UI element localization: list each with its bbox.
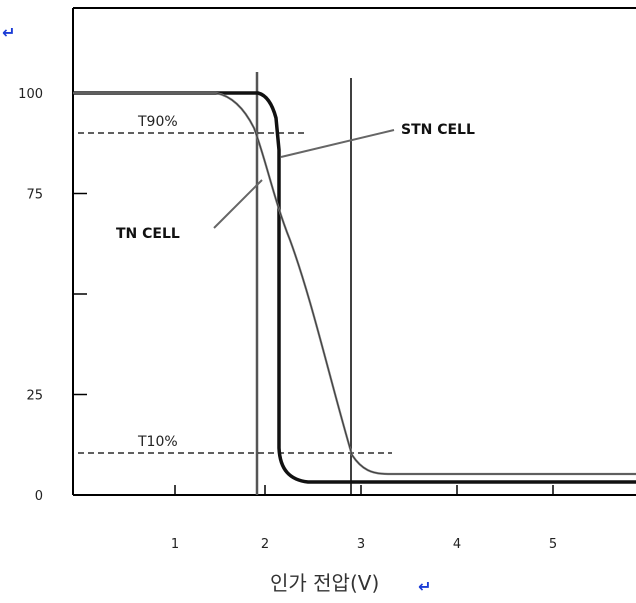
x-tick-label: 5 [549,537,557,552]
stn-cell-label: STN CELL [401,122,475,138]
series-line-stn-cell [73,91,636,484]
y-tick-label: 75 [26,188,43,203]
threshold-label: T10% [137,434,178,450]
series-lines [73,91,636,484]
x-axis-label: 인가 전압(V) [270,571,379,595]
x-tick-label: 2 [261,537,269,552]
series-line-tn-cell [73,91,636,476]
x-tick-label: 4 [453,537,461,552]
series-line-tn-cell-edge [73,92,636,475]
axis-ticks: 0 25 75 100 1 2 3 4 5 [18,87,557,552]
x-tick-label: 1 [171,537,179,552]
xlabel-return-mark: ↵ [418,577,431,596]
y-tick-label: 100 [18,87,43,102]
y-tick-label: 25 [26,389,43,404]
top-return-mark: ↵ [2,23,15,42]
threshold-label: T90% [137,114,178,130]
reference-lines: T90% T10% [78,72,392,495]
tn-cell-leader-line [213,179,263,229]
annotations: STN CELL TN CELL [116,122,475,242]
x-tick-label: 3 [357,537,365,552]
stn-cell-leader-line [280,129,395,158]
y-tick-label: 0 [35,489,43,504]
tn-cell-label: TN CELL [116,226,180,242]
